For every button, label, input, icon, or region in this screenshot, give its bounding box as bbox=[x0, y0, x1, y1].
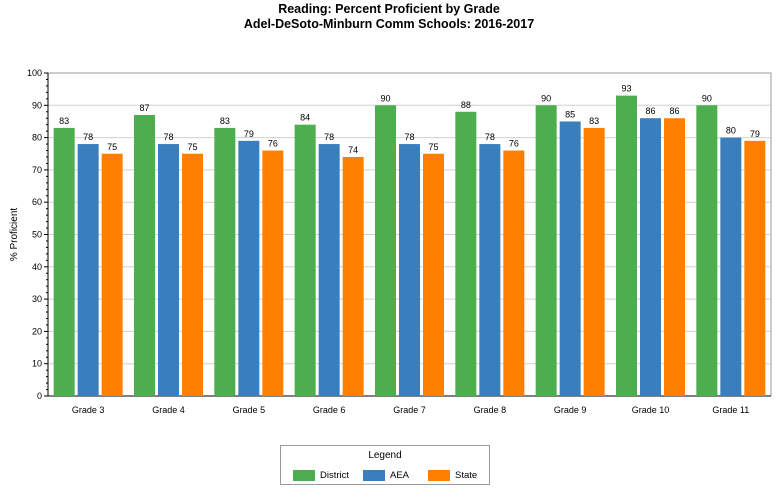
y-tick-label: 20 bbox=[32, 326, 42, 336]
data-label: 90 bbox=[541, 93, 551, 103]
data-label: 86 bbox=[645, 106, 655, 116]
legend-item-district: District bbox=[293, 469, 349, 481]
y-tick-label: 70 bbox=[32, 165, 42, 175]
x-tick-label: Grade 9 bbox=[554, 405, 587, 415]
legend-title: Legend bbox=[368, 450, 402, 461]
bar-state bbox=[342, 156, 364, 396]
bar-district bbox=[53, 127, 75, 396]
bar-district bbox=[294, 124, 316, 397]
y-tick-label: 30 bbox=[32, 294, 42, 304]
bar-aea bbox=[720, 137, 742, 396]
data-label: 76 bbox=[268, 139, 278, 149]
bar-state bbox=[423, 153, 444, 396]
legend-swatch-aea bbox=[363, 469, 385, 481]
legend-label-aea: AEA bbox=[390, 469, 410, 481]
bar-district bbox=[616, 95, 637, 397]
data-label: 75 bbox=[428, 142, 438, 152]
legend-label-district: District bbox=[320, 469, 350, 481]
data-label: 87 bbox=[139, 103, 149, 113]
bar-district bbox=[214, 127, 236, 396]
bar-district bbox=[535, 105, 557, 397]
x-tick-label: Grade 6 bbox=[313, 405, 346, 415]
bar-state bbox=[503, 150, 525, 396]
bar-state bbox=[583, 127, 605, 396]
y-tick-label: 60 bbox=[32, 197, 42, 207]
data-label: 88 bbox=[461, 100, 471, 110]
bar-aea bbox=[77, 144, 99, 396]
legend-label-state: State bbox=[455, 469, 478, 481]
bar-aea bbox=[479, 144, 501, 396]
bar-aea bbox=[318, 144, 340, 396]
data-label: 83 bbox=[220, 116, 230, 126]
chart-title-block: Reading: Percent Proficient by Grade Ade… bbox=[0, 2, 778, 32]
bar-aea bbox=[238, 140, 260, 396]
x-tick-label: Grade 5 bbox=[233, 405, 266, 415]
bar-state bbox=[664, 118, 685, 396]
data-label: 78 bbox=[324, 132, 334, 142]
data-label: 75 bbox=[107, 142, 117, 152]
y-tick-label: 50 bbox=[32, 230, 42, 240]
x-tick-label: Grade 3 bbox=[72, 405, 105, 415]
data-label: 80 bbox=[726, 126, 736, 136]
legend-swatch-state bbox=[428, 469, 450, 481]
y-tick-label: 90 bbox=[32, 100, 42, 110]
bar-state bbox=[182, 153, 203, 396]
y-tick-label: 100 bbox=[27, 68, 42, 78]
chart-title: Reading: Percent Proficient by Grade bbox=[278, 2, 500, 16]
data-label: 84 bbox=[300, 113, 310, 123]
bar-district bbox=[455, 111, 477, 396]
bar-state bbox=[744, 140, 766, 396]
data-label: 86 bbox=[669, 106, 679, 116]
bar-state bbox=[101, 153, 123, 396]
bar-district bbox=[696, 105, 718, 397]
bar-aea bbox=[158, 144, 179, 396]
data-label: 90 bbox=[702, 93, 712, 103]
data-label: 76 bbox=[509, 139, 519, 149]
bar-district bbox=[134, 114, 155, 397]
data-label: 85 bbox=[565, 109, 575, 119]
bar-state bbox=[262, 150, 284, 396]
data-label: 78 bbox=[83, 132, 93, 142]
y-tick-label: 80 bbox=[32, 133, 42, 143]
x-tick-label: Grade 8 bbox=[474, 405, 507, 415]
data-label: 79 bbox=[750, 129, 760, 139]
y-tick-label: 10 bbox=[32, 359, 42, 369]
y-axis-label: % Proficient bbox=[9, 208, 20, 262]
bar-district bbox=[375, 105, 396, 397]
data-label: 78 bbox=[485, 132, 495, 142]
x-tick-label: Grade 10 bbox=[632, 405, 670, 415]
bar-chart: 0 10 20 30 40 50 60 70 80 90 100 % Proficient 83 78 75… bbox=[9, 68, 772, 415]
data-label: 79 bbox=[244, 129, 254, 139]
legend-item-state: State bbox=[428, 469, 477, 481]
bar-aea bbox=[559, 121, 581, 396]
legend-swatch-district bbox=[293, 469, 315, 481]
x-tick-label: Grade 11 bbox=[712, 405, 749, 415]
bar-aea bbox=[399, 144, 420, 396]
chart-subtitle: Adel-DeSoto-Minburn Comm Schools: 2016-2… bbox=[243, 17, 535, 31]
x-tick-label: Grade 7 bbox=[393, 405, 426, 415]
data-label: 78 bbox=[404, 132, 414, 142]
data-label: 83 bbox=[59, 116, 69, 126]
legend-item-aea: AEA bbox=[363, 469, 409, 481]
data-label: 93 bbox=[621, 84, 631, 94]
legend: Legend District AEA State bbox=[280, 445, 490, 485]
data-label: 90 bbox=[380, 93, 390, 103]
y-tick-label: 40 bbox=[32, 262, 42, 272]
y-tick-label: 0 bbox=[37, 391, 42, 401]
data-label: 78 bbox=[163, 132, 173, 142]
data-label: 75 bbox=[187, 142, 197, 152]
data-label: 83 bbox=[589, 116, 599, 126]
bar-aea bbox=[640, 118, 661, 396]
x-tick-label: Grade 4 bbox=[152, 405, 185, 415]
data-label: 74 bbox=[348, 145, 358, 155]
